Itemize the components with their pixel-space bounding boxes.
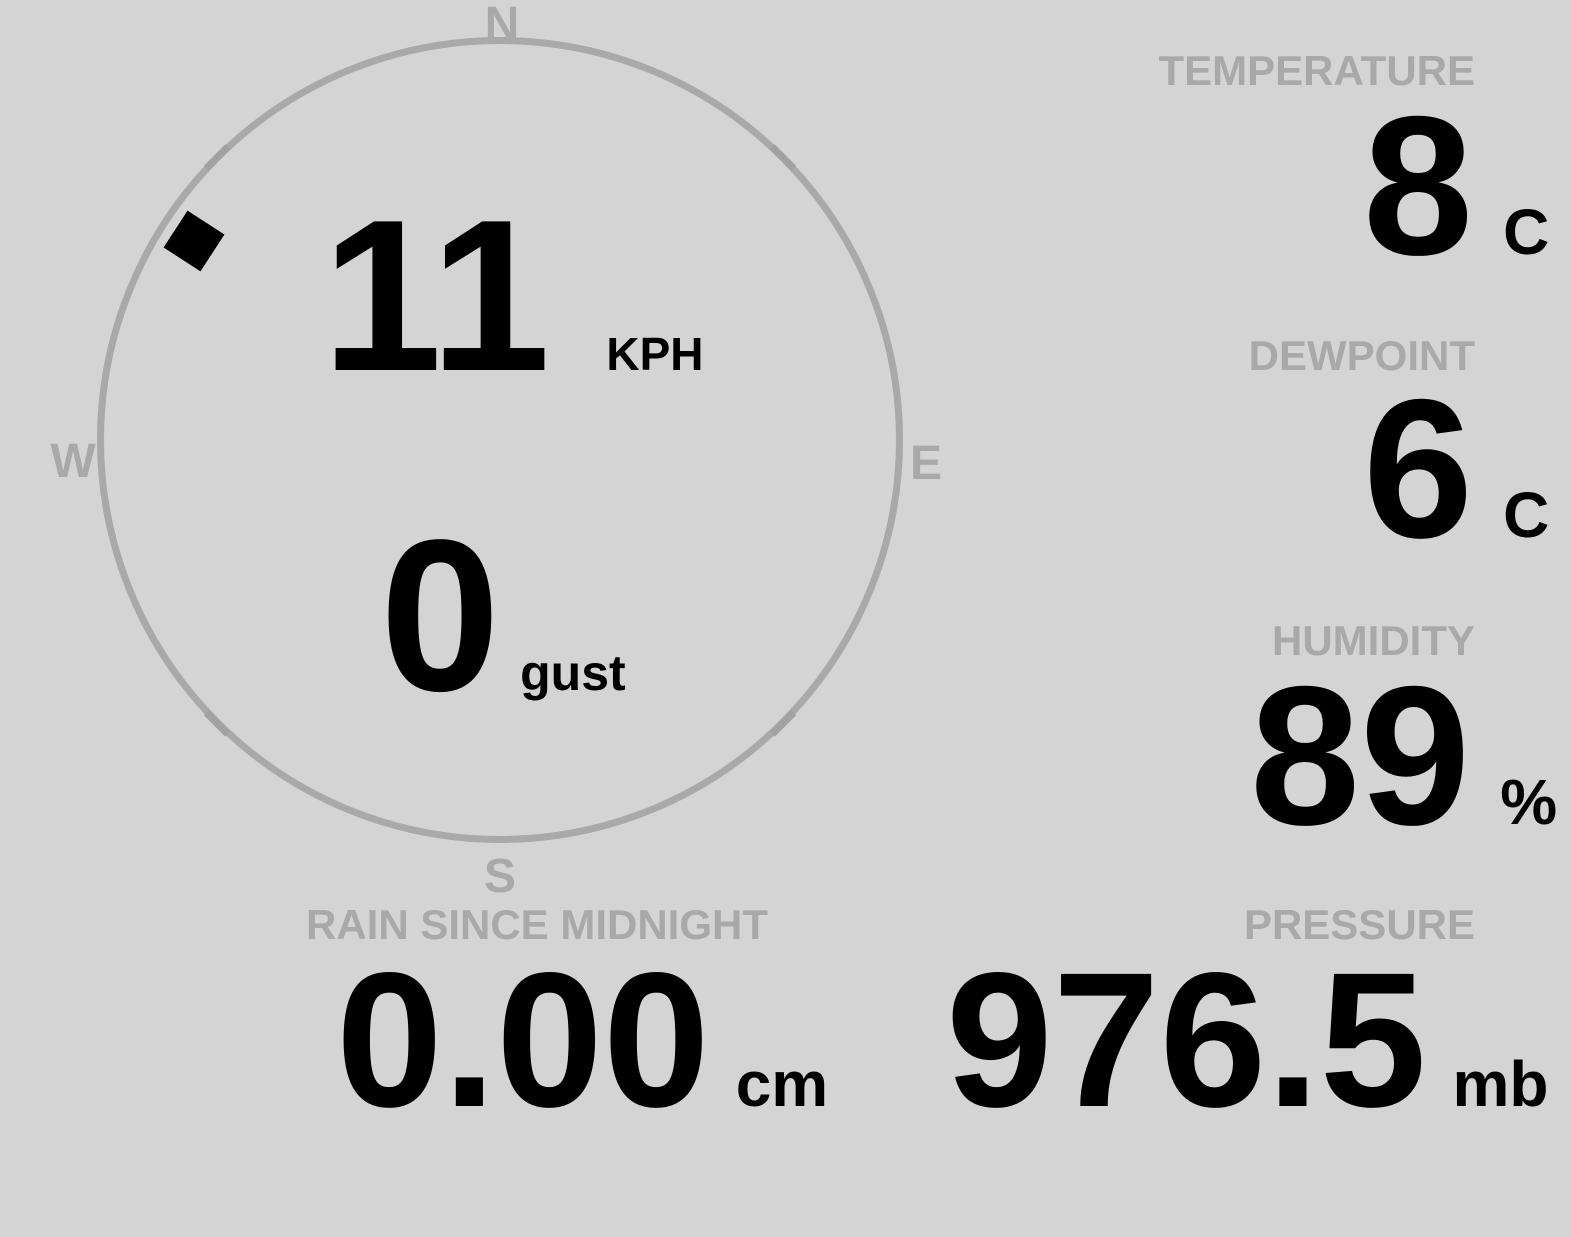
wind-gust: 0 gust — [380, 507, 626, 723]
wind-gust-unit: gust — [520, 645, 626, 701]
temperature-label: TEMPERATURE — [1158, 47, 1475, 94]
rain-reading: 0.00 cm — [336, 944, 828, 1136]
wind-speed: 11 KPH — [322, 187, 703, 403]
temperature-value: 8 — [1363, 75, 1474, 296]
compass-cardinal-west: W — [50, 435, 96, 488]
temperature-unit: C — [1503, 196, 1550, 268]
wind-speed-unit: KPH — [606, 328, 704, 380]
pressure-label: PRESSURE — [1243, 901, 1475, 948]
wind-gust-value: 0 — [380, 494, 501, 736]
rain-unit: cm — [735, 1048, 829, 1120]
compass-cardinal-east: E — [909, 437, 943, 490]
dewpoint-value: 6 — [1363, 358, 1474, 579]
wind-compass-ring — [97, 37, 903, 843]
dewpoint-unit: C — [1503, 479, 1550, 551]
rain-label: RAIN SINCE MIDNIGHT — [306, 901, 768, 948]
humidity-value: 89 — [1250, 645, 1471, 866]
pressure-value: 976.5 — [946, 932, 1427, 1147]
compass-cardinal-south: S — [483, 850, 517, 903]
dewpoint-label: DEWPOINT — [1248, 332, 1475, 379]
wind-speed-value: 11 — [322, 174, 551, 416]
temperature-reading: 8 C — [1363, 87, 1549, 285]
humidity-unit: % — [1500, 766, 1558, 838]
rain-value: 0.00 — [336, 932, 710, 1147]
pressure-unit: mb — [1452, 1048, 1549, 1120]
humidity-label: HUMIDITY — [1272, 617, 1475, 664]
humidity-reading: 89 % — [1250, 657, 1557, 855]
pressure-reading: 976.5 mb — [946, 944, 1548, 1136]
dewpoint-reading: 6 C — [1363, 370, 1549, 568]
compass-cardinal-north: N — [484, 0, 520, 51]
